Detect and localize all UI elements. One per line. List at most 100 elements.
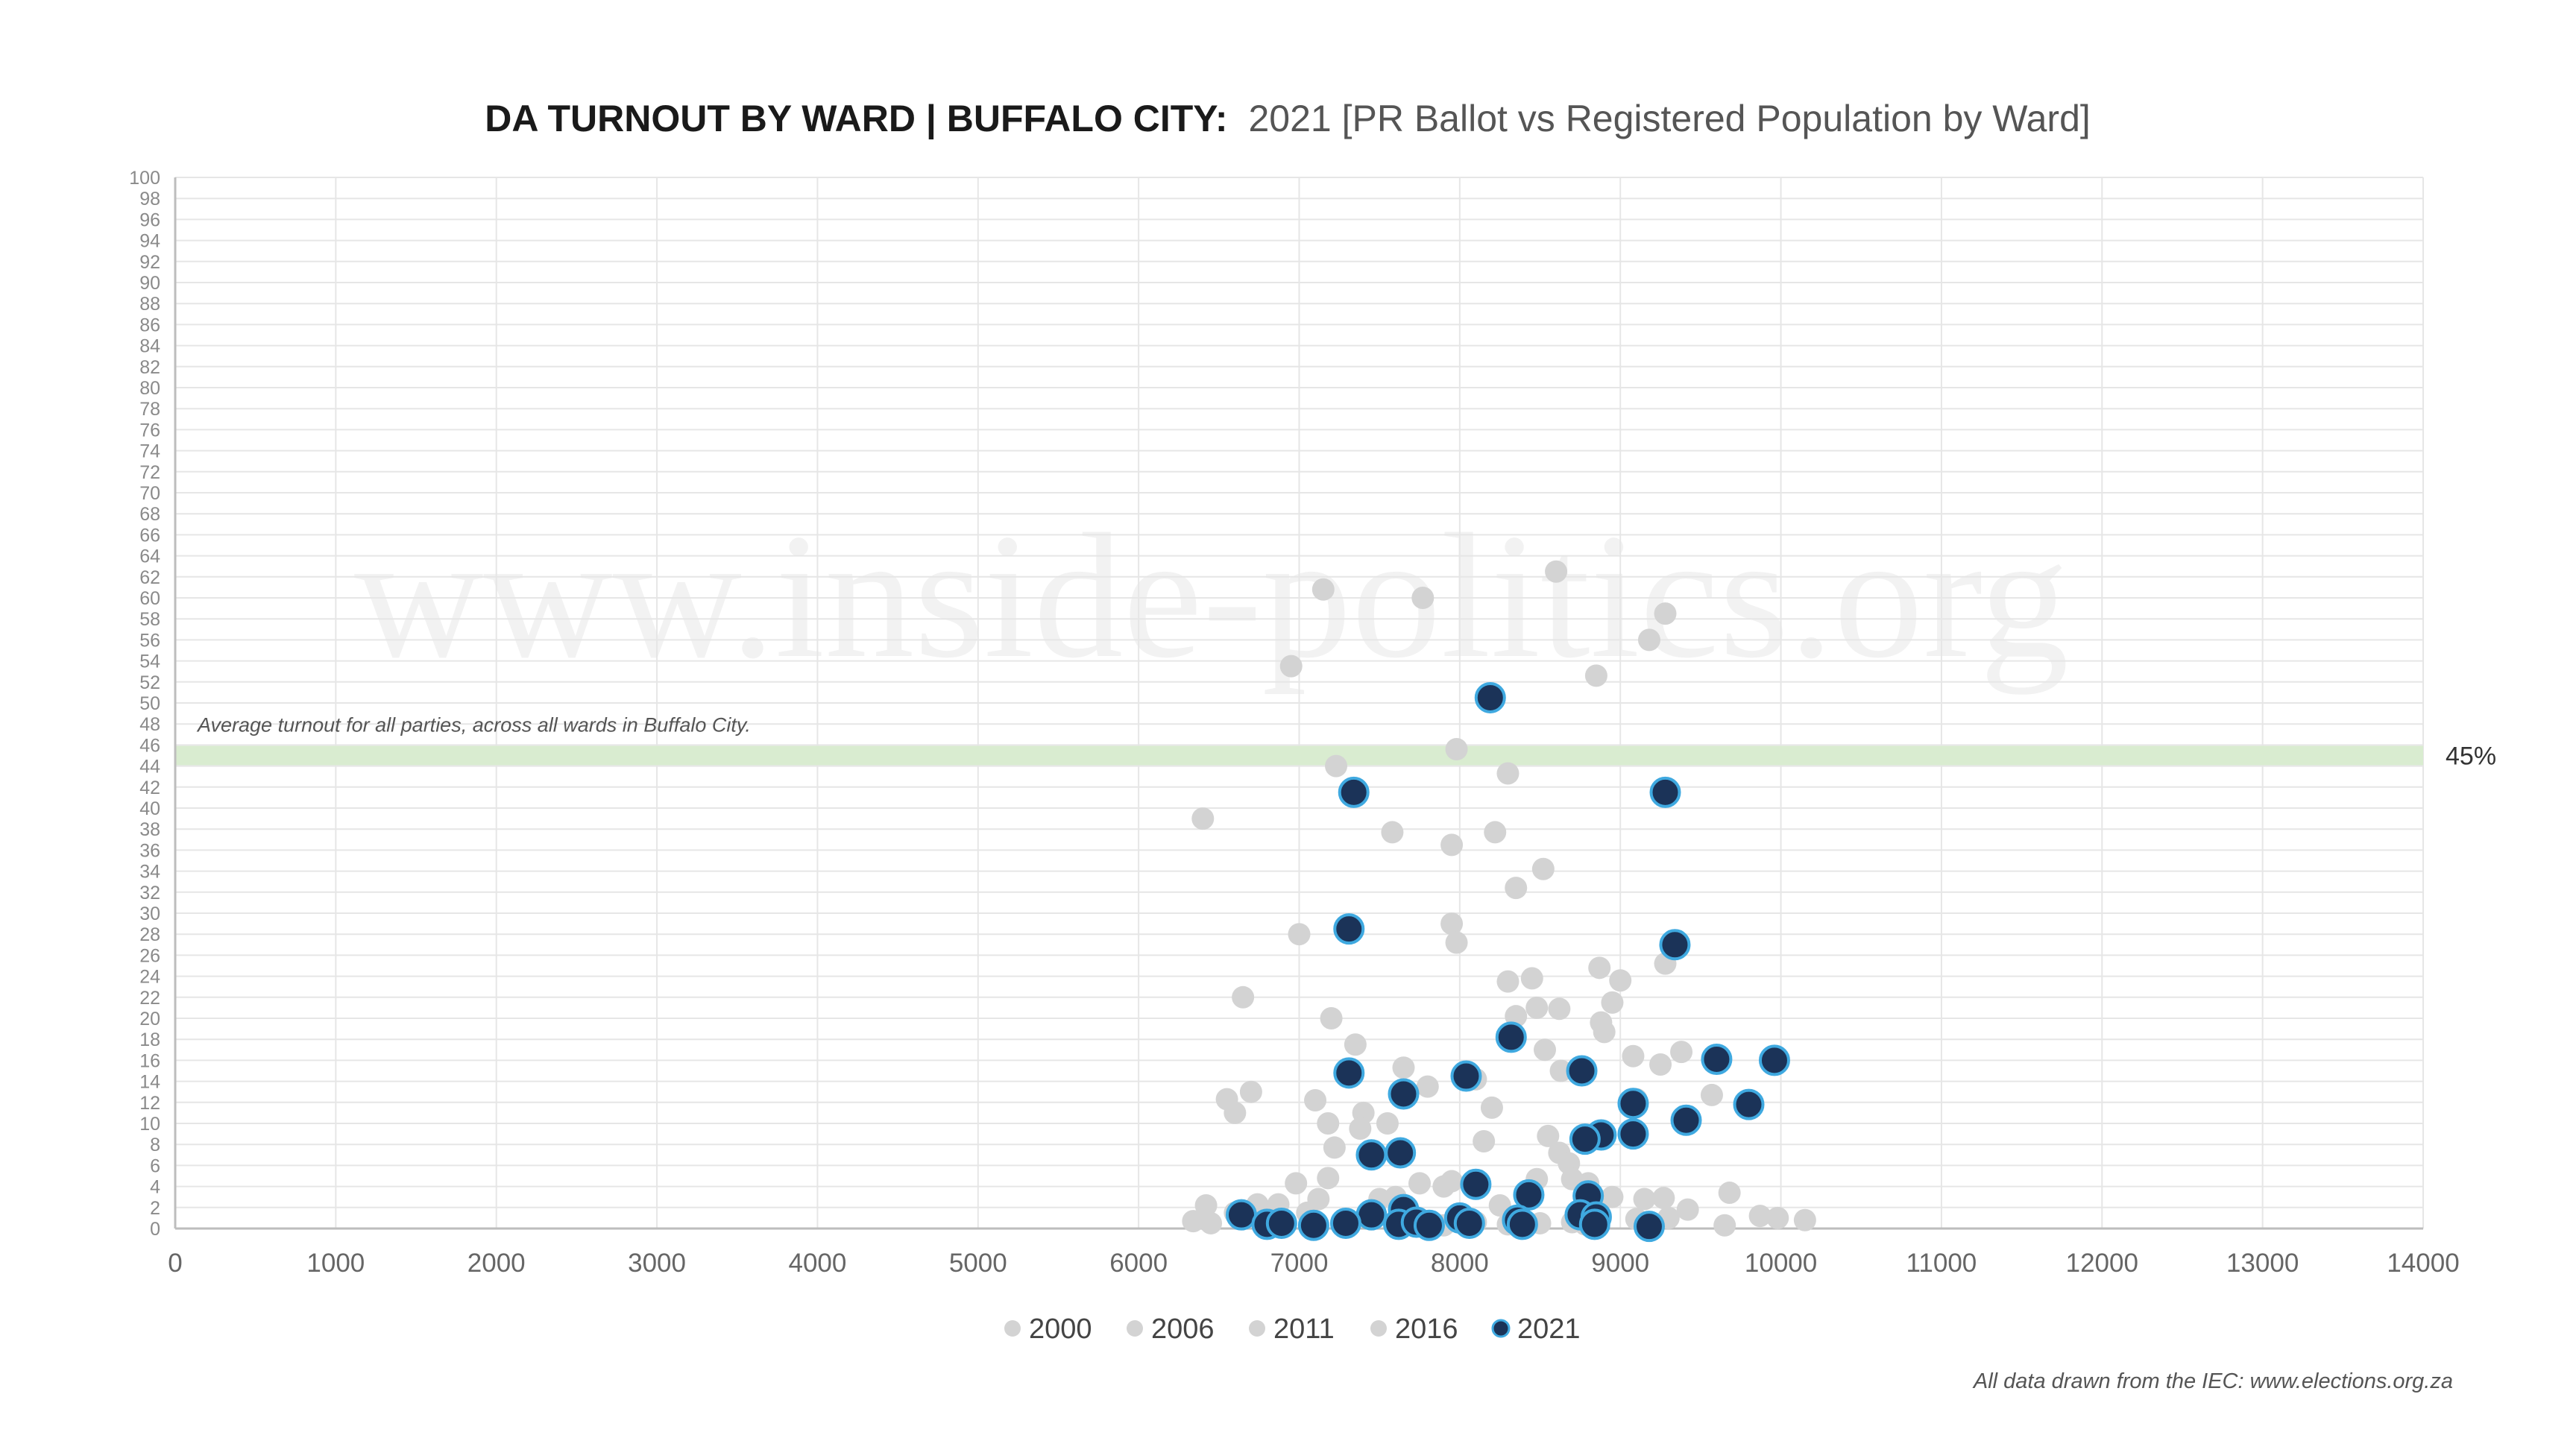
data-point-2021: [1566, 1055, 1598, 1087]
data-point-2021: [1329, 1207, 1361, 1239]
y-tick-label: 0: [150, 1219, 160, 1240]
legend-label-2006: 2006: [1151, 1313, 1215, 1345]
data-point-2016: [1537, 1124, 1560, 1147]
legend-label-2021: 2021: [1517, 1313, 1581, 1345]
y-tick-label: 14: [139, 1072, 160, 1093]
data-point-2016: [1676, 1198, 1699, 1221]
data-point-2000: [1191, 807, 1215, 830]
y-tick-label: 6: [150, 1155, 160, 1176]
legend-marker-2016: [1370, 1320, 1387, 1337]
y-tick-label: 30: [139, 903, 160, 924]
data-point-2016: [1480, 1096, 1503, 1119]
data-point-2016: [1182, 1210, 1205, 1233]
x-tick-label: 5000: [949, 1249, 1007, 1278]
y-tick-label: 72: [139, 462, 160, 483]
y-tick-label: 88: [139, 294, 160, 315]
y-tick-label: 10: [139, 1114, 160, 1135]
data-point-2021: [1474, 681, 1506, 713]
y-tick-label: 18: [139, 1029, 160, 1050]
x-tick-label: 13000: [2226, 1249, 2299, 1278]
data-point-2016: [1622, 1044, 1645, 1067]
y-tick-label: 4: [150, 1177, 160, 1198]
y-tick-label: 92: [139, 252, 160, 273]
data-point-2016: [1317, 1112, 1340, 1135]
data-point-2016: [1381, 821, 1404, 844]
data-point-2021: [1617, 1088, 1649, 1120]
data-point-2016: [1670, 1041, 1693, 1064]
data-point-2016: [1432, 1175, 1455, 1198]
data-point-2016: [1317, 1167, 1340, 1190]
y-tick-label: 26: [139, 945, 160, 966]
data-point-2011: [1411, 587, 1435, 609]
data-point-2021: [1733, 1088, 1765, 1120]
chart-title-sub: 2021 [PR Ballot vs Registered Population…: [1248, 98, 2090, 139]
legend-label-2016: 2016: [1395, 1313, 1458, 1345]
x-tick-label: 3000: [628, 1249, 686, 1278]
data-point-2021: [1633, 1211, 1665, 1243]
data-point-2016: [1766, 1206, 1789, 1229]
data-point-2011: [1279, 655, 1303, 678]
data-point-2011: [1325, 754, 1348, 778]
source-note: All data drawn from the IEC: www.electio…: [1972, 1369, 2453, 1393]
data-point-2016: [1496, 762, 1520, 785]
y-tick-label: 96: [139, 209, 160, 230]
data-point-2016: [1633, 1188, 1656, 1211]
series-2006: [1215, 985, 1262, 1124]
legend: 2000 2006 2011 2016 2021: [1004, 1313, 1581, 1345]
reference-line-group: Average turnout for all parties, across …: [175, 714, 2496, 771]
data-point-2021: [1453, 1207, 1485, 1239]
x-tick-label: 0: [168, 1249, 182, 1278]
data-point-2021: [1355, 1199, 1388, 1231]
y-tick-label: 48: [139, 714, 160, 735]
y-tick-label: 66: [139, 525, 160, 546]
data-point-2021: [1388, 1078, 1420, 1110]
y-tick-label: 100: [129, 168, 160, 189]
data-point-2021: [1617, 1118, 1649, 1150]
data-point-2016: [1533, 1038, 1556, 1062]
data-point-2016: [1416, 1075, 1439, 1098]
data-point-2016: [1609, 969, 1632, 992]
y-tick-label: 38: [139, 819, 160, 840]
x-tick-label: 9000: [1591, 1249, 1649, 1278]
reference-line-label: 45%: [2446, 742, 2496, 771]
y-tick-label: 24: [139, 967, 160, 988]
series-2021: [1225, 681, 1790, 1243]
y-tick-label: 64: [139, 546, 160, 567]
y-tick-label: 50: [139, 693, 160, 714]
y-tick-label: 62: [139, 567, 160, 588]
legend-label-2000: 2000: [1029, 1313, 1092, 1345]
data-point-2021: [1578, 1208, 1610, 1240]
y-tick-label: 28: [139, 924, 160, 945]
y-tick-label: 54: [139, 652, 160, 672]
data-point-2016: [1548, 997, 1571, 1021]
data-point-2016: [1525, 996, 1549, 1019]
x-tick-label: 10000: [1745, 1249, 1817, 1278]
data-point-2016: [1649, 1053, 1672, 1076]
data-point-2016: [1713, 1214, 1736, 1237]
chart-title-main: DA TURNOUT BY WARD | BUFFALO CITY:: [485, 98, 1227, 140]
y-tick-label: 70: [139, 483, 160, 504]
data-point-2021: [1649, 776, 1681, 808]
watermark: www.inside-politics.org: [354, 496, 2069, 695]
data-point-2021: [1333, 913, 1365, 945]
legend-marker-2021: [1491, 1319, 1511, 1338]
y-tick-label: 2: [150, 1198, 160, 1219]
y-tick-label: 58: [139, 609, 160, 630]
y-tick-label: 80: [139, 378, 160, 399]
data-point-2011: [1311, 578, 1335, 601]
data-point-2021: [1265, 1207, 1297, 1239]
y-tick-label: 52: [139, 672, 160, 693]
data-point-2021: [1506, 1208, 1538, 1240]
data-point-2016: [1748, 1205, 1772, 1228]
reference-line-note: Average turnout for all parties, across …: [196, 714, 751, 737]
data-point-2016: [1584, 664, 1607, 687]
y-tick-label: 84: [139, 336, 160, 357]
y-tick-label: 22: [139, 988, 160, 1009]
data-point-2006: [1232, 985, 1255, 1009]
data-point-2016: [1496, 970, 1520, 993]
y-tick-label: 82: [139, 357, 160, 378]
x-tick-label: 4000: [788, 1249, 846, 1278]
y-tick-label: 78: [139, 399, 160, 420]
data-point-2016: [1376, 1112, 1399, 1135]
y-tick-label: 90: [139, 273, 160, 294]
